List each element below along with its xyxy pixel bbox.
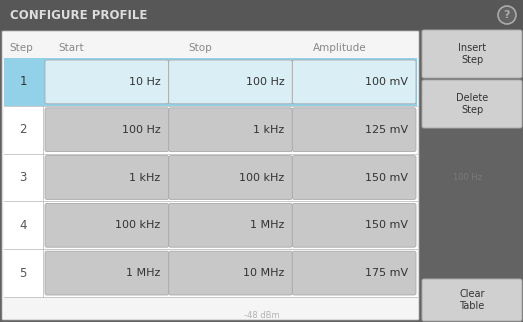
Text: Step: Step bbox=[9, 43, 33, 53]
Text: 100 Hz: 100 Hz bbox=[122, 125, 161, 135]
Text: 150 mV: 150 mV bbox=[365, 220, 408, 230]
Text: 10 Hz: 10 Hz bbox=[129, 77, 161, 87]
FancyBboxPatch shape bbox=[422, 80, 522, 128]
Text: Insert
Step: Insert Step bbox=[458, 43, 486, 65]
Text: 10 MHz: 10 MHz bbox=[243, 268, 285, 278]
Text: Start: Start bbox=[58, 43, 84, 53]
Bar bbox=[4, 58, 417, 106]
Text: 1 kHz: 1 kHz bbox=[129, 173, 161, 183]
Bar bbox=[4, 201, 417, 249]
FancyBboxPatch shape bbox=[292, 204, 416, 247]
Text: 3: 3 bbox=[19, 171, 27, 184]
FancyBboxPatch shape bbox=[45, 60, 168, 104]
Text: Amplitude: Amplitude bbox=[313, 43, 367, 53]
Text: 100 Hz: 100 Hz bbox=[246, 77, 285, 87]
FancyBboxPatch shape bbox=[45, 204, 168, 247]
Text: Clear
Table: Clear Table bbox=[459, 289, 485, 311]
Bar bbox=[4, 249, 417, 297]
Text: 100 mV: 100 mV bbox=[365, 77, 408, 87]
Text: 1 kHz: 1 kHz bbox=[253, 125, 285, 135]
Text: CONFIGURE PROFILE: CONFIGURE PROFILE bbox=[10, 8, 147, 22]
Text: Delete
Step: Delete Step bbox=[456, 93, 488, 115]
FancyBboxPatch shape bbox=[168, 60, 292, 104]
Text: 2: 2 bbox=[19, 123, 27, 136]
FancyBboxPatch shape bbox=[168, 251, 292, 295]
Text: -48 dBm: -48 dBm bbox=[244, 311, 279, 320]
Text: 5: 5 bbox=[19, 267, 27, 279]
FancyBboxPatch shape bbox=[168, 204, 292, 247]
Text: 100 kHz: 100 kHz bbox=[116, 220, 161, 230]
FancyBboxPatch shape bbox=[45, 156, 168, 199]
FancyBboxPatch shape bbox=[2, 31, 419, 320]
Text: 100 Hz: 100 Hz bbox=[453, 173, 483, 182]
FancyBboxPatch shape bbox=[292, 251, 416, 295]
FancyBboxPatch shape bbox=[168, 108, 292, 152]
FancyBboxPatch shape bbox=[168, 156, 292, 199]
Circle shape bbox=[498, 6, 516, 24]
Bar bbox=[4, 154, 417, 201]
FancyBboxPatch shape bbox=[45, 108, 168, 152]
Text: 4: 4 bbox=[19, 219, 27, 232]
Text: 1 MHz: 1 MHz bbox=[126, 268, 161, 278]
Text: ?: ? bbox=[504, 10, 510, 20]
FancyBboxPatch shape bbox=[292, 60, 416, 104]
Bar bbox=[0, 0, 523, 30]
FancyBboxPatch shape bbox=[292, 156, 416, 199]
Text: 125 mV: 125 mV bbox=[365, 125, 408, 135]
FancyBboxPatch shape bbox=[422, 279, 522, 321]
Text: 150 mV: 150 mV bbox=[365, 173, 408, 183]
Text: Stop: Stop bbox=[188, 43, 212, 53]
Text: 1 MHz: 1 MHz bbox=[250, 220, 285, 230]
FancyBboxPatch shape bbox=[45, 251, 168, 295]
Text: 1: 1 bbox=[19, 75, 27, 89]
Bar bbox=[4, 106, 417, 154]
FancyBboxPatch shape bbox=[292, 108, 416, 152]
Text: 175 mV: 175 mV bbox=[365, 268, 408, 278]
FancyBboxPatch shape bbox=[422, 30, 522, 78]
Text: 100 kHz: 100 kHz bbox=[239, 173, 285, 183]
